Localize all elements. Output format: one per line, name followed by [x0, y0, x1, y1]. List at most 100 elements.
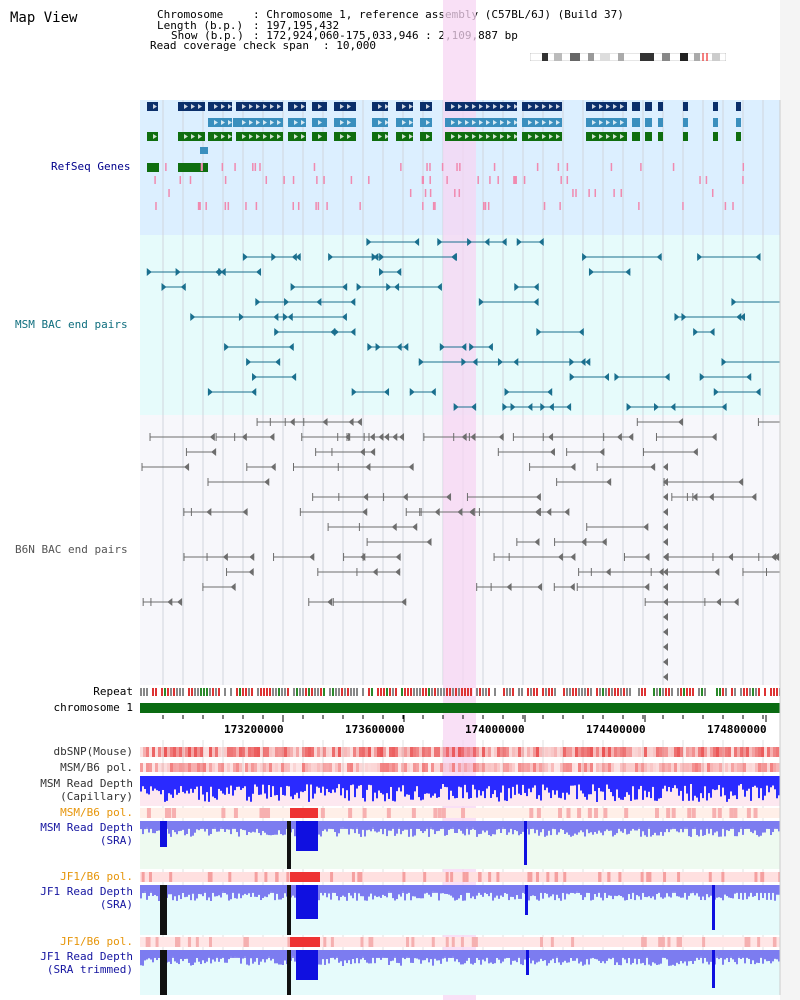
bac-end [547, 388, 553, 396]
depth-bar [604, 950, 606, 964]
depth-bar [504, 776, 506, 801]
depth-bar [752, 821, 754, 834]
pol-mark [712, 808, 717, 818]
depth-bar [638, 821, 640, 828]
repeat-mark [614, 688, 616, 696]
depth-bar [692, 776, 694, 801]
depth-bar [718, 821, 720, 837]
depth-bar [216, 821, 218, 832]
dbsnp-mark [443, 747, 446, 757]
pol-mark [518, 763, 521, 772]
depth-bar [212, 776, 214, 797]
repeat-mark [431, 688, 433, 696]
pol-mark [317, 763, 320, 772]
repeat-mark [212, 688, 214, 696]
dbsnp-mark [263, 747, 266, 757]
repeat-mark [395, 688, 397, 696]
depth-bar [552, 885, 554, 895]
depth-bar [252, 776, 254, 794]
depth-bar [602, 821, 604, 836]
pol-mark [195, 937, 199, 947]
bac-end [242, 508, 248, 516]
pol-mark [188, 937, 192, 947]
depth-bar [638, 885, 640, 897]
bac-end [330, 328, 336, 336]
depth-bar [592, 821, 594, 835]
depth-bar [408, 950, 410, 958]
pol-mark [314, 763, 317, 772]
dbsnp-mark [677, 747, 680, 757]
dbsnp-mark [599, 747, 602, 757]
bac-end [430, 388, 436, 396]
depth-bar [702, 885, 704, 897]
bac-end [403, 343, 409, 351]
bac-end [218, 268, 224, 276]
gene-tick [265, 176, 268, 184]
depth-bar [606, 950, 608, 961]
dbsnp-mark [617, 747, 620, 757]
depth-bar [238, 821, 240, 837]
dbsnp-mark [179, 747, 182, 757]
depth-bar [218, 776, 220, 789]
depth-bar [754, 776, 756, 786]
depth-bar [558, 950, 560, 963]
pol-mark [479, 763, 482, 772]
pol-mark [365, 763, 368, 772]
repeat-mark [272, 688, 274, 696]
gene-block [147, 132, 158, 141]
repeat-mark [425, 688, 427, 696]
depth-bar [456, 950, 458, 960]
depth-bar [566, 776, 568, 793]
depth-bar [728, 885, 730, 898]
depth-bar [446, 821, 448, 835]
gene-arrow [500, 120, 504, 125]
repeat-mark [698, 688, 700, 696]
depth-bar [674, 776, 676, 786]
gene-arrow [221, 120, 225, 125]
chromosome-ideogram[interactable] [530, 53, 726, 61]
pol-mark [152, 763, 155, 772]
depth-bar [450, 821, 452, 829]
repeat-mark [296, 688, 298, 696]
depth-bar [176, 950, 178, 963]
depth-bar [224, 950, 226, 963]
depth-bar [742, 950, 744, 958]
bac-end [538, 238, 544, 246]
depth-bar [586, 950, 588, 960]
depth-bar [506, 885, 508, 894]
depth-bar [410, 950, 412, 963]
depth-bar [382, 821, 384, 835]
bac-end [536, 328, 542, 336]
pol-mark [332, 763, 335, 772]
repeat-mark [227, 688, 229, 696]
dbsnp-mark [605, 747, 608, 757]
bac-end [224, 343, 230, 351]
repeat-mark [437, 688, 439, 696]
gene-tick [189, 176, 192, 184]
depth-bar [188, 776, 190, 794]
depth-bar [144, 776, 146, 789]
repeat-mark [242, 688, 244, 696]
pol-mark [658, 937, 662, 947]
depth-bar [364, 950, 366, 960]
repeat-mark [752, 688, 754, 696]
bac-end [739, 313, 745, 321]
dbsnp-mark [395, 747, 398, 757]
depth-bar [582, 950, 584, 966]
depth-bar [532, 885, 534, 896]
gene-arrow [249, 120, 253, 125]
gene-arrow [263, 104, 267, 109]
depth-bar [730, 776, 732, 792]
gene-tick [638, 202, 640, 210]
pol-mark [419, 763, 422, 772]
gene-arrow [318, 134, 322, 139]
depth-bar [344, 885, 346, 897]
depth-bar [644, 821, 646, 836]
gene-arrow [153, 104, 157, 109]
depth-bar [522, 950, 524, 966]
depth-bar [198, 776, 200, 800]
depth-bar [212, 885, 214, 893]
depth-bar [278, 885, 280, 900]
depth-bar [706, 776, 708, 801]
